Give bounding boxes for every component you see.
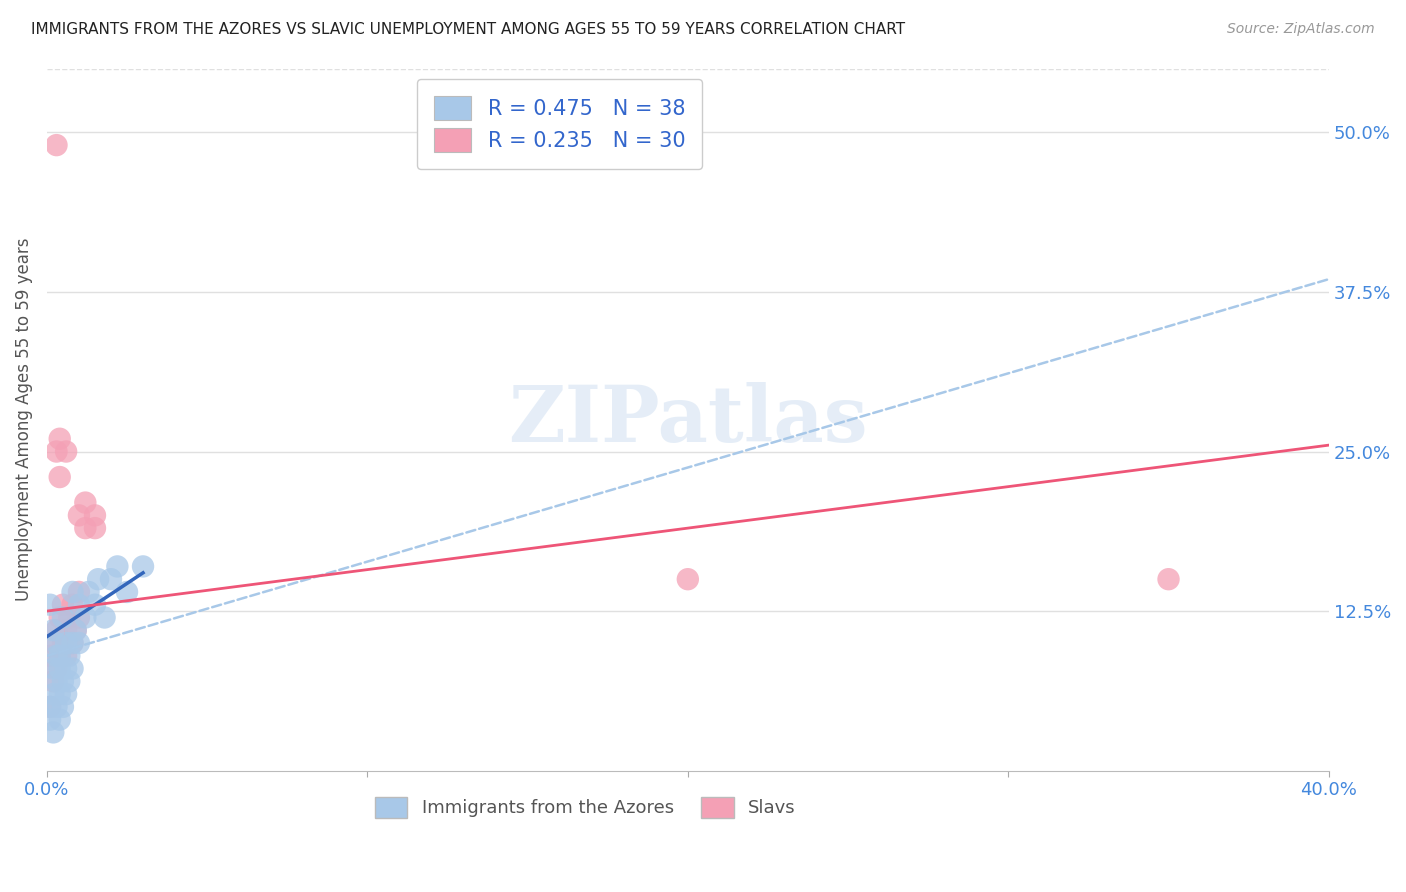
Point — [55, 636, 77, 650]
Point — [100, 572, 122, 586]
Text: Source: ZipAtlas.com: Source: ZipAtlas.com — [1227, 22, 1375, 37]
Point — [58, 674, 80, 689]
Point — [39, 713, 62, 727]
Point — [67, 636, 90, 650]
Point — [58, 610, 80, 624]
Point — [105, 559, 128, 574]
Point — [52, 636, 75, 650]
Point — [39, 699, 62, 714]
Y-axis label: Unemployment Among Ages 55 to 59 years: Unemployment Among Ages 55 to 59 years — [15, 238, 32, 601]
Point — [55, 624, 77, 638]
Point — [55, 648, 77, 663]
Point — [52, 598, 75, 612]
Point — [65, 624, 87, 638]
Point — [48, 662, 70, 676]
Point — [39, 648, 62, 663]
Point — [45, 624, 67, 638]
Point — [55, 662, 77, 676]
Point — [67, 508, 90, 523]
Point — [55, 687, 77, 701]
Point — [42, 725, 65, 739]
Point — [84, 598, 107, 612]
Point — [42, 687, 65, 701]
Point — [48, 713, 70, 727]
Point — [115, 585, 138, 599]
Text: ZIPatlas: ZIPatlas — [508, 382, 868, 458]
Point — [67, 610, 90, 624]
Point — [42, 674, 65, 689]
Point — [67, 585, 90, 599]
Point — [62, 598, 84, 612]
Point — [42, 662, 65, 676]
Point — [58, 648, 80, 663]
Point — [67, 598, 90, 612]
Point — [84, 521, 107, 535]
Point — [93, 610, 115, 624]
Point — [45, 674, 67, 689]
Point — [48, 432, 70, 446]
Point — [676, 572, 699, 586]
Point — [77, 585, 100, 599]
Point — [52, 610, 75, 624]
Point — [132, 559, 155, 574]
Point — [62, 636, 84, 650]
Point — [48, 470, 70, 484]
Point — [65, 624, 87, 638]
Legend: Immigrants from the Azores, Slavs: Immigrants from the Azores, Slavs — [368, 789, 803, 825]
Point — [62, 662, 84, 676]
Point — [87, 572, 110, 586]
Point — [75, 495, 97, 509]
Point — [39, 699, 62, 714]
Point — [1157, 572, 1180, 586]
Point — [39, 598, 62, 612]
Point — [75, 610, 97, 624]
Point — [45, 648, 67, 663]
Point — [45, 138, 67, 153]
Point — [52, 699, 75, 714]
Point — [75, 521, 97, 535]
Point — [45, 662, 67, 676]
Point — [45, 636, 67, 650]
Point — [45, 444, 67, 458]
Point — [48, 648, 70, 663]
Point — [45, 699, 67, 714]
Point — [55, 444, 77, 458]
Text: IMMIGRANTS FROM THE AZORES VS SLAVIC UNEMPLOYMENT AMONG AGES 55 TO 59 YEARS CORR: IMMIGRANTS FROM THE AZORES VS SLAVIC UNE… — [31, 22, 905, 37]
Point — [48, 610, 70, 624]
Point — [42, 624, 65, 638]
Point — [84, 508, 107, 523]
Point — [48, 687, 70, 701]
Point — [52, 674, 75, 689]
Point — [42, 636, 65, 650]
Point — [48, 648, 70, 663]
Point — [62, 585, 84, 599]
Point — [62, 636, 84, 650]
